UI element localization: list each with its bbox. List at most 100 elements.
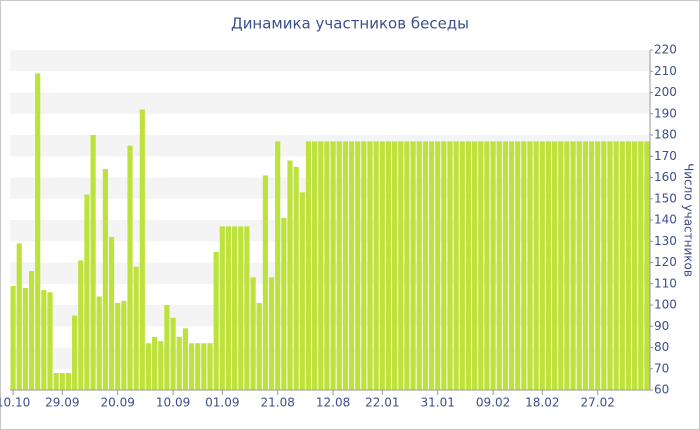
bar — [256, 302, 262, 390]
bar — [465, 141, 472, 390]
bar — [478, 141, 484, 390]
bar — [379, 141, 385, 390]
bar — [145, 343, 152, 390]
grid-band — [10, 50, 650, 72]
bar — [170, 317, 176, 390]
bar — [619, 141, 625, 390]
x-tick-label: 10.09 — [156, 396, 190, 410]
bar — [35, 73, 41, 390]
bar — [41, 290, 47, 390]
x-tick-label: 09.02 — [476, 396, 510, 410]
grid-band — [10, 135, 650, 157]
bar — [53, 373, 59, 390]
y-tick-label: 190 — [654, 106, 677, 120]
bar — [588, 141, 595, 390]
bar — [115, 302, 121, 390]
bar — [361, 141, 367, 390]
bar — [275, 141, 281, 390]
bar — [570, 141, 576, 390]
x-tick-label: 21.08 — [261, 396, 295, 410]
y-tick-label: 100 — [654, 298, 677, 312]
bar — [195, 343, 201, 390]
bar — [564, 141, 570, 390]
y-tick-label: 200 — [654, 85, 677, 99]
y-tick-label: 160 — [654, 170, 677, 184]
bar — [281, 217, 287, 390]
bar — [268, 277, 275, 390]
bar — [582, 141, 588, 390]
y-tick-label: 110 — [654, 276, 677, 290]
bar — [262, 175, 268, 390]
bar — [59, 373, 65, 390]
bar — [84, 194, 90, 390]
bar — [133, 266, 139, 390]
bar — [102, 169, 108, 390]
bar — [324, 141, 330, 390]
bar — [213, 251, 219, 390]
x-tick-label: 20.09 — [101, 396, 135, 410]
bar — [508, 141, 515, 390]
bar — [108, 237, 115, 390]
bar — [219, 226, 225, 390]
y-tick-label: 90 — [654, 319, 669, 333]
y-tick-label: 70 — [654, 361, 669, 375]
bar — [312, 141, 318, 390]
grid-band — [10, 262, 650, 284]
bar — [342, 141, 348, 390]
bar — [515, 141, 521, 390]
bar — [16, 243, 22, 390]
bar — [250, 277, 256, 390]
bar — [373, 141, 379, 390]
bar — [96, 296, 102, 390]
bar — [472, 141, 478, 390]
bar — [152, 336, 158, 390]
bar — [318, 141, 324, 390]
bar — [502, 141, 508, 390]
bar — [336, 141, 342, 390]
bar — [404, 141, 410, 390]
y-tick-label: 120 — [654, 255, 677, 269]
bar — [601, 141, 607, 390]
chart-title: Динамика участников беседы — [231, 15, 469, 33]
bar — [484, 141, 490, 390]
y-tick-label: 220 — [654, 43, 677, 57]
bar — [293, 166, 299, 390]
bar — [207, 343, 213, 390]
bar — [441, 141, 447, 390]
bar — [188, 343, 195, 390]
bar — [459, 141, 465, 390]
bar — [139, 109, 145, 390]
bar — [416, 141, 422, 390]
bar — [65, 373, 72, 390]
x-tick-label: 27.02 — [581, 396, 615, 410]
bar — [305, 141, 312, 390]
grid-band — [10, 305, 650, 327]
bar — [385, 141, 392, 390]
bar — [558, 141, 564, 390]
bar — [182, 328, 188, 390]
bar — [435, 141, 441, 390]
y-tick-label: 60 — [654, 383, 669, 397]
bar — [47, 292, 53, 390]
bar — [176, 336, 182, 390]
grid-band — [10, 220, 650, 242]
x-tick-label: 29.09 — [45, 396, 79, 410]
bar — [576, 141, 582, 390]
y-axis-label: Число участников — [682, 163, 696, 277]
bar — [348, 141, 355, 390]
grid-band — [10, 92, 650, 114]
bar — [539, 141, 545, 390]
y-tick-label: 150 — [654, 191, 677, 205]
bar — [355, 141, 361, 390]
bar — [632, 141, 638, 390]
bar — [545, 141, 552, 390]
x-tick-label: 12.08 — [316, 396, 350, 410]
bar — [453, 141, 459, 390]
bar — [127, 145, 133, 390]
bar — [496, 141, 502, 390]
bar — [447, 141, 453, 390]
x-tick-label: 31.01 — [421, 396, 455, 410]
bar — [158, 341, 164, 390]
bar — [78, 260, 84, 390]
